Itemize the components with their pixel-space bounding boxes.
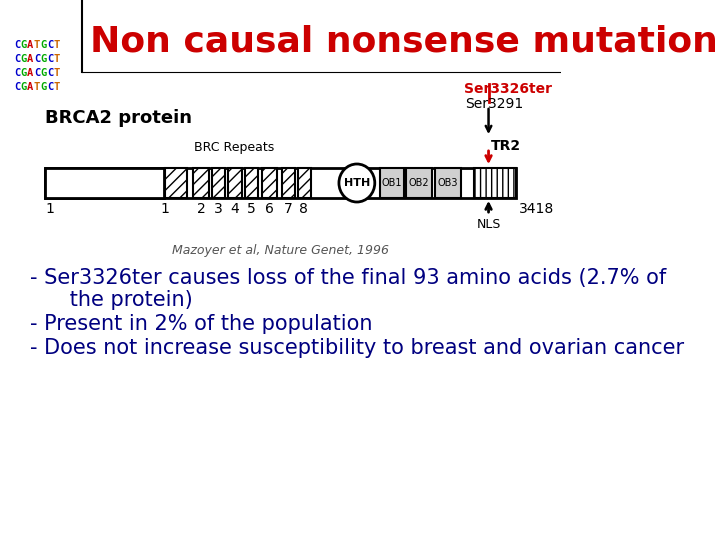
Text: G: G [21, 82, 27, 92]
Text: 3: 3 [214, 202, 222, 216]
Text: 7: 7 [284, 202, 292, 216]
Text: T: T [34, 40, 40, 50]
Text: Mazoyer et al, Nature Genet, 1996: Mazoyer et al, Nature Genet, 1996 [172, 244, 389, 257]
Text: BRC Repeats: BRC Repeats [194, 141, 274, 154]
Text: T: T [54, 54, 60, 64]
Text: the protein): the protein) [30, 290, 192, 310]
Text: G: G [40, 68, 47, 78]
Text: 5: 5 [246, 202, 256, 216]
Text: T: T [54, 68, 60, 78]
Text: 1: 1 [161, 202, 170, 216]
Text: Ser3291: Ser3291 [465, 97, 523, 111]
Bar [297, 168, 311, 198]
Text: T: T [54, 40, 60, 50]
Text: C: C [47, 40, 53, 50]
Text: G: G [40, 82, 47, 92]
Bar [212, 168, 225, 198]
Text: OB2: OB2 [409, 178, 430, 188]
Text: T: T [34, 82, 40, 92]
Bar [45, 168, 163, 198]
Text: C: C [47, 54, 53, 64]
Text: 6: 6 [265, 202, 274, 216]
Text: C: C [14, 54, 20, 64]
Bar [228, 168, 241, 198]
Text: 4: 4 [230, 202, 239, 216]
Text: C: C [47, 68, 53, 78]
Bar [435, 168, 462, 198]
Text: G: G [21, 68, 27, 78]
Text: 2: 2 [197, 202, 205, 216]
Text: 8: 8 [300, 202, 308, 216]
Bar [406, 168, 433, 198]
Text: - Does not increase susceptibility to breast and ovarian cancer: - Does not increase susceptibility to br… [30, 338, 684, 358]
Text: C: C [14, 68, 20, 78]
Text: A: A [27, 82, 34, 92]
Text: 3418: 3418 [519, 202, 554, 216]
Text: C: C [34, 68, 40, 78]
Ellipse shape [339, 164, 375, 202]
Text: G: G [21, 54, 27, 64]
Text: G: G [21, 40, 27, 50]
Text: HTH: HTH [343, 178, 370, 188]
Text: Non causal nonsense mutation: Non causal nonsense mutation [89, 25, 717, 59]
Bar [262, 168, 277, 198]
Bar [474, 168, 516, 198]
Text: T: T [54, 82, 60, 92]
Bar [245, 168, 258, 198]
Text: - Present in 2% of the population: - Present in 2% of the population [30, 314, 372, 334]
Bar [282, 168, 295, 198]
Text: 1: 1 [45, 202, 54, 216]
Bar [45, 168, 516, 198]
Text: TR2: TR2 [491, 139, 521, 153]
Text: G: G [40, 54, 47, 64]
Text: C: C [14, 40, 20, 50]
Text: A: A [27, 68, 34, 78]
Text: C: C [14, 82, 20, 92]
Text: C: C [34, 54, 40, 64]
Bar [165, 168, 187, 198]
Text: NLS: NLS [477, 218, 500, 231]
Text: A: A [27, 54, 34, 64]
Text: OB1: OB1 [382, 178, 402, 188]
Text: - Ser3326ter causes loss of the final 93 amino acids (2.7% of: - Ser3326ter causes loss of the final 93… [30, 268, 666, 288]
Text: Ser3326ter: Ser3326ter [464, 82, 552, 96]
Text: C: C [47, 82, 53, 92]
Text: OB3: OB3 [438, 178, 458, 188]
Text: BRCA2 protein: BRCA2 protein [45, 109, 192, 127]
Text: G: G [40, 40, 47, 50]
Bar [193, 168, 209, 198]
Bar [380, 168, 404, 198]
Text: A: A [27, 40, 34, 50]
